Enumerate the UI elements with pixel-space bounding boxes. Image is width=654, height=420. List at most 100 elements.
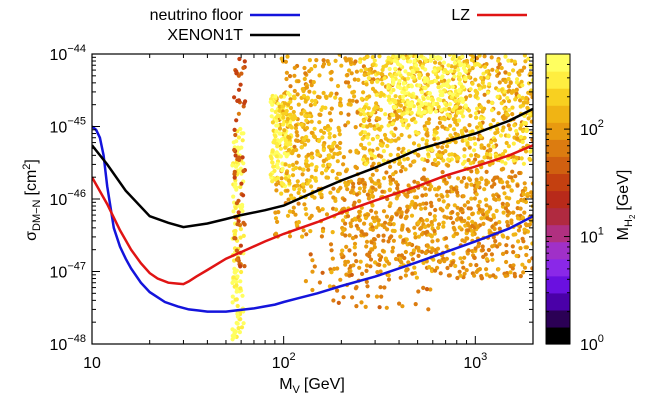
scatter-point [287, 234, 293, 239]
scatter-point [473, 246, 478, 251]
scatter-point [234, 286, 239, 291]
scatter-point [238, 286, 243, 291]
scatter-point [232, 127, 237, 132]
scatter-point [458, 63, 463, 68]
scatter-point [321, 147, 326, 153]
scatter-point [420, 137, 425, 142]
scatter-point [232, 95, 237, 100]
scatter-point [466, 158, 471, 163]
scatter-point [300, 87, 305, 92]
scatter-point [459, 110, 464, 116]
scatter-point [234, 289, 239, 294]
scatter-point [387, 188, 392, 193]
scatter-point [347, 98, 352, 103]
scatter-point [388, 139, 393, 144]
scatter-point [301, 93, 307, 98]
scatter-point [475, 106, 480, 111]
scatter-point [468, 161, 473, 166]
scatter-point [494, 208, 499, 213]
scatter-point [362, 221, 367, 226]
scatter-point [432, 228, 437, 234]
scatter-point [354, 99, 359, 104]
scatter-point [238, 264, 243, 269]
scatter-point [387, 57, 392, 62]
scatter-point [497, 62, 502, 67]
scatter-point [296, 153, 301, 158]
scatter-point [429, 220, 434, 225]
scatter-point [379, 294, 384, 299]
scatter-point [424, 201, 429, 206]
scatter-point [379, 71, 384, 77]
scatter-point [337, 54, 342, 57]
scatter-point [234, 283, 239, 288]
scatter-point [522, 54, 527, 58]
scatter-point [488, 152, 493, 157]
scatter-point [453, 65, 458, 70]
scatter-point [236, 210, 241, 215]
scatter-point [314, 58, 319, 63]
scatter-point [390, 249, 395, 254]
scatter-point [382, 76, 387, 81]
scatter-point [294, 160, 299, 165]
scatter-point [393, 256, 399, 262]
scatter-point [330, 155, 336, 160]
scatter-point [527, 72, 532, 77]
scatter-point [270, 179, 275, 184]
scatter-point [361, 90, 366, 95]
scatter-point [291, 205, 296, 210]
scatter-point [431, 101, 436, 106]
scatter-point [511, 250, 516, 255]
scatter-point [476, 244, 481, 249]
scatter-point [283, 176, 288, 181]
scatter-point [324, 175, 329, 180]
scatter-point [441, 158, 446, 163]
scatter-point [398, 275, 403, 280]
scatter-point [409, 110, 414, 115]
scatter-point [384, 214, 390, 219]
scatter-point [304, 232, 309, 237]
scatter-point [292, 65, 297, 70]
scatter-point [518, 98, 523, 103]
scatter-point [470, 219, 475, 224]
scatter-point [460, 238, 465, 243]
scatter-point [300, 172, 305, 177]
scatter-point [374, 92, 379, 97]
scatter-point [477, 86, 482, 91]
scatter-point [401, 146, 406, 151]
scatter-point [464, 268, 469, 273]
scatter-point [382, 263, 387, 268]
scatter-point [436, 85, 441, 90]
scatter-point [346, 120, 351, 125]
scatter-point [321, 90, 326, 96]
scatter-point [291, 117, 296, 122]
scatter-point [505, 235, 510, 240]
scatter-point [445, 265, 450, 271]
scatter-point [280, 104, 285, 109]
scatter-point [330, 169, 335, 174]
scatter-point [484, 272, 489, 277]
scatter-point [232, 147, 237, 153]
scatter-point [319, 107, 324, 112]
scatter-point [354, 223, 359, 228]
scatter-point [284, 70, 289, 75]
scatter-point [286, 178, 291, 183]
scatter-point [320, 207, 325, 212]
scatter-point [317, 73, 322, 78]
scatter-point [388, 201, 393, 206]
scatter-point [272, 168, 277, 173]
scatter-point [311, 134, 316, 139]
scatter-point [404, 209, 409, 214]
scatter-point [462, 126, 467, 131]
scatter-point [519, 68, 525, 73]
scatter-point [420, 157, 425, 162]
scatter-point [504, 259, 509, 265]
scatter-point [358, 259, 363, 264]
scatter-point [430, 248, 435, 253]
scatter-point [341, 162, 346, 167]
scatter-point [520, 95, 525, 100]
scatter-point [230, 294, 235, 299]
scatter-point [304, 159, 309, 164]
colorbar-segment [546, 54, 570, 72]
scatter-point [506, 58, 511, 63]
scatter-point [390, 97, 395, 102]
